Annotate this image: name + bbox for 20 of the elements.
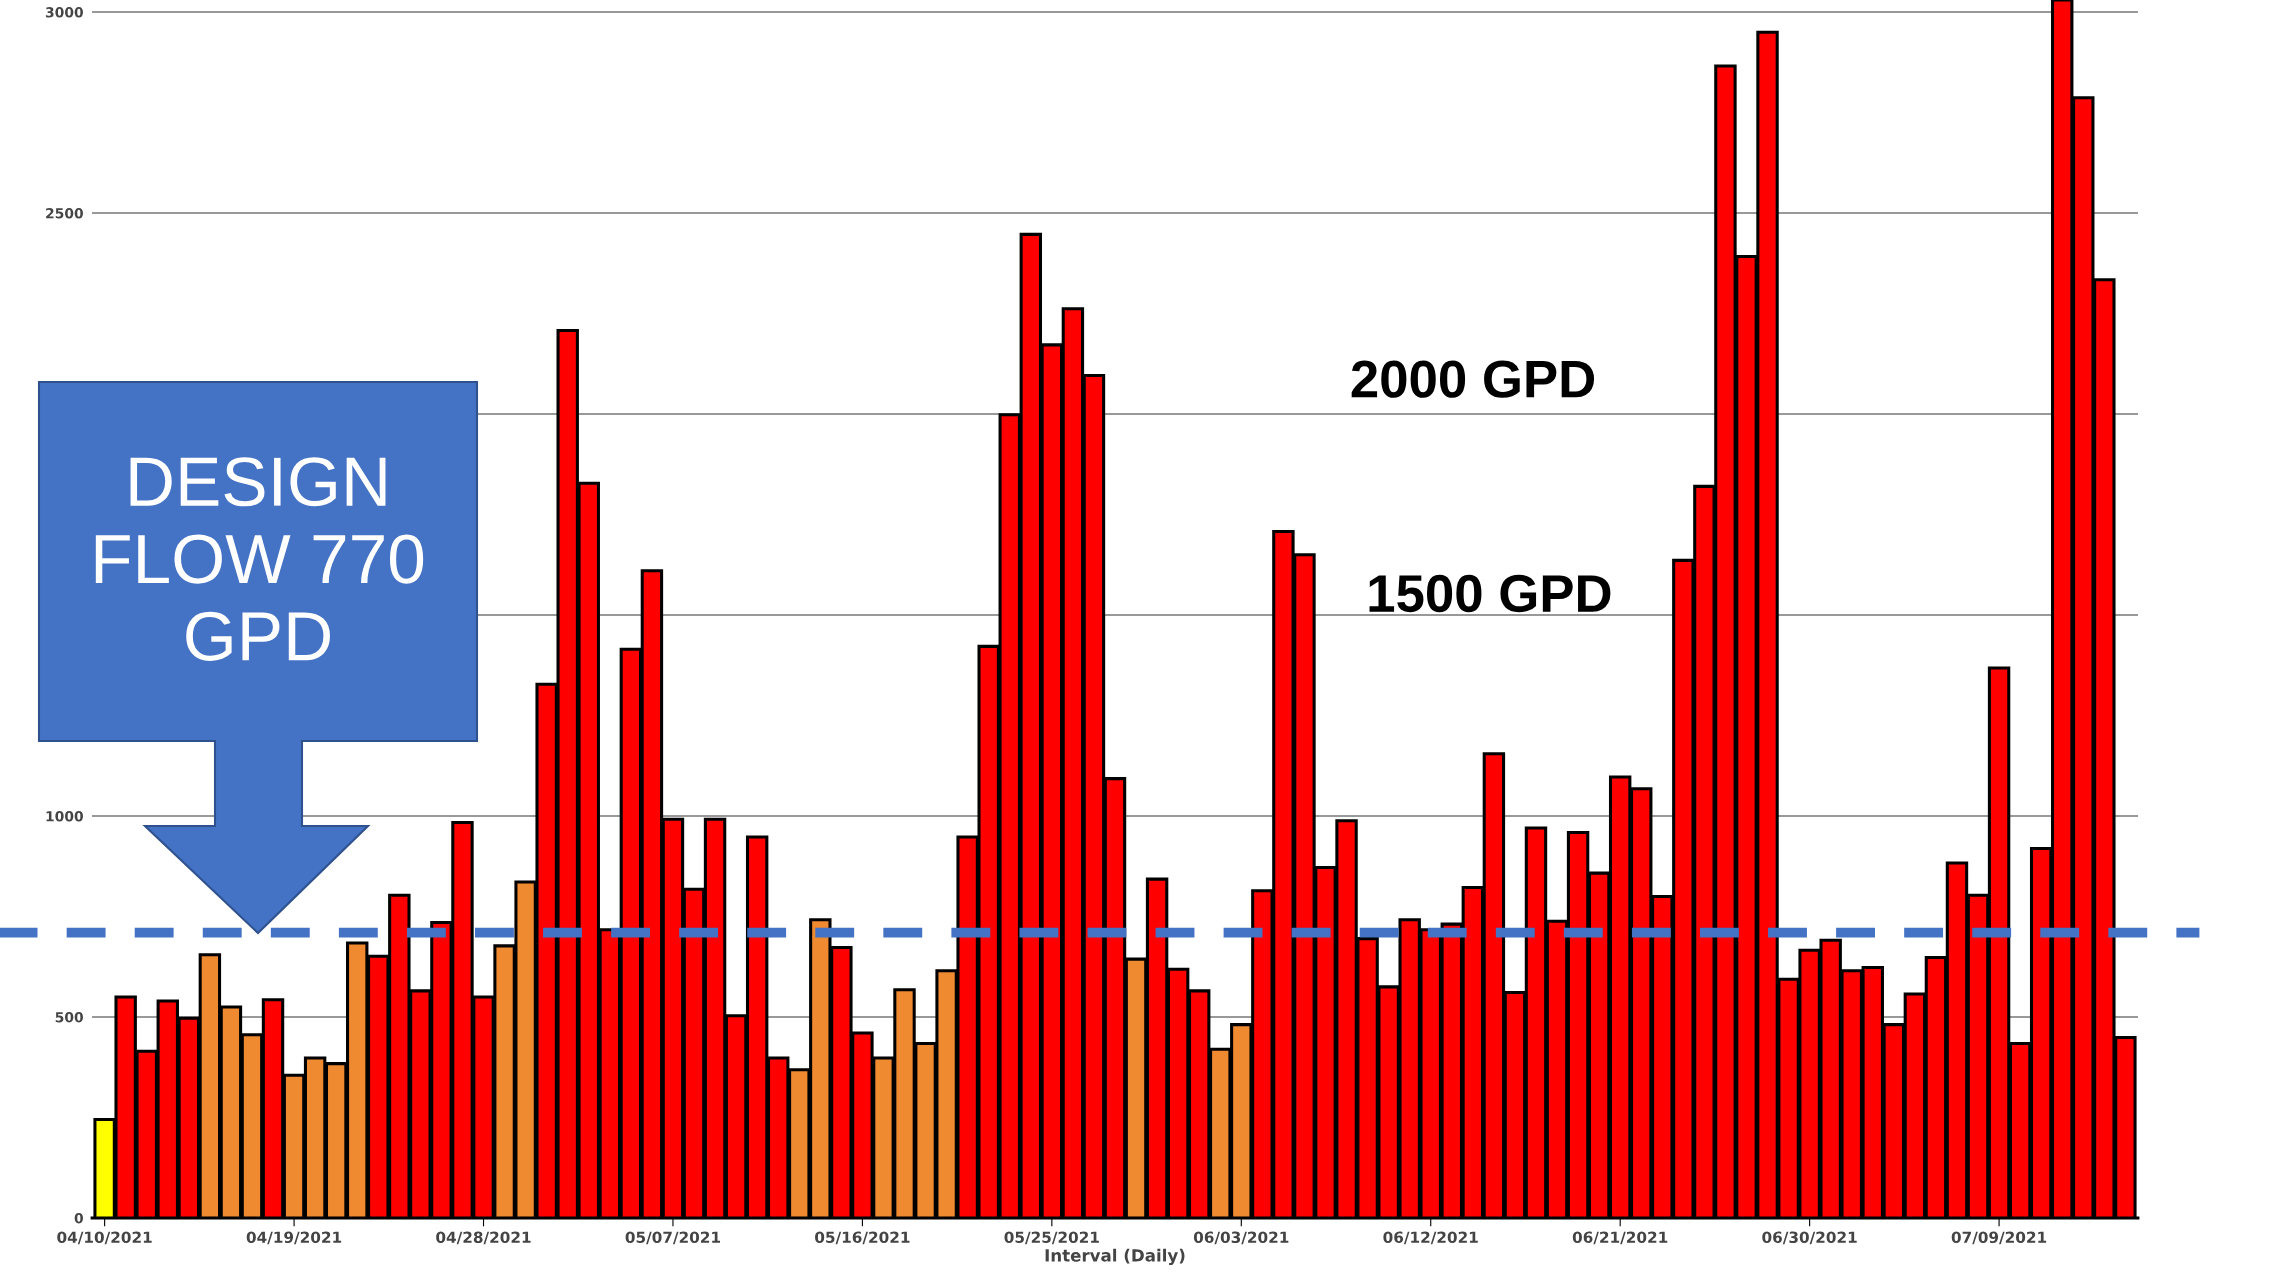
- x-tick-label: 04/19/2021: [246, 1231, 342, 1245]
- y-tick-label: 1000: [46, 810, 83, 822]
- x-tick-label: 06/30/2021: [1762, 1231, 1857, 1245]
- x-tick-label: 06/12/2021: [1383, 1231, 1478, 1245]
- x-axis-title: Interval (Daily): [1045, 1248, 1185, 1266]
- annotation: 1500 GPD: [1369, 574, 1611, 613]
- x-tick-label: 04/28/2021: [436, 1231, 531, 1245]
- x-tick-label: 05/16/2021: [815, 1231, 910, 1245]
- y-tick-label: 500: [55, 1011, 83, 1023]
- y-tick-label: 2500: [46, 208, 83, 219]
- y-tick-label: 3000: [45, 7, 83, 18]
- x-tick-label: 07/09/2021: [1951, 1231, 2047, 1245]
- x-tick-label: 06/21/2021: [1572, 1231, 1668, 1245]
- annotation: DESIGN FLOW 770 GPD: [95, 457, 424, 661]
- x-tick-label: 04/10/2021: [57, 1231, 152, 1245]
- annotation: 2000 GPD: [1351, 360, 1595, 398]
- x-tick-label: 05/07/2021: [625, 1231, 721, 1245]
- x-tick-label: 05/25/2021: [1004, 1231, 1099, 1245]
- y-tick-label: 0: [74, 1212, 83, 1224]
- x-tick-label: 06/03/2021: [1193, 1231, 1289, 1245]
